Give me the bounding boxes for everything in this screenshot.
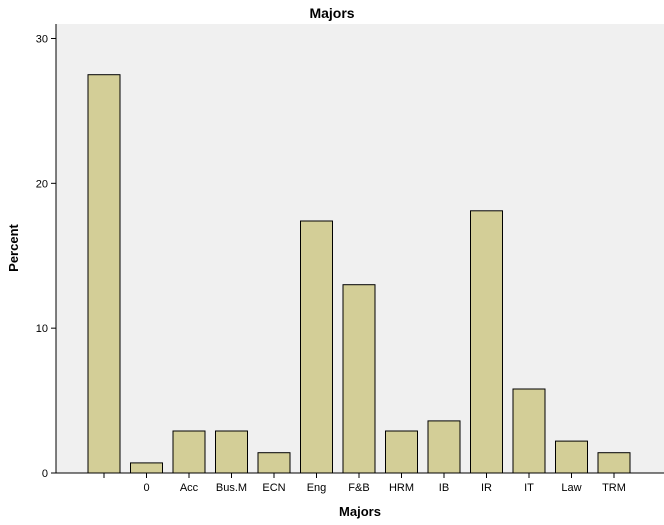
y-tick-label: 10 bbox=[36, 323, 48, 335]
bars-group bbox=[87, 74, 631, 474]
x-tick-label: Acc bbox=[180, 482, 199, 494]
x-tick-label: F&B bbox=[348, 482, 369, 494]
x-tick-label: Bus.M bbox=[216, 482, 247, 494]
bar-bus-m bbox=[215, 430, 248, 474]
bar-hrm bbox=[385, 430, 418, 474]
bar-blank bbox=[87, 74, 121, 474]
x-tick-label: IT bbox=[524, 482, 534, 494]
x-tick-label: IR bbox=[481, 482, 492, 494]
x-tick-label: ECN bbox=[262, 482, 285, 494]
bar-ib bbox=[427, 420, 461, 474]
bar-ir bbox=[470, 210, 503, 474]
y-tick-label: 20 bbox=[36, 178, 48, 190]
y-tick-label: 30 bbox=[36, 33, 48, 45]
bar-it bbox=[512, 388, 546, 474]
x-tick-label: 0 bbox=[143, 482, 149, 494]
x-tick-label: Eng bbox=[307, 482, 327, 494]
bar-eng bbox=[300, 220, 333, 474]
x-tick-label: TRM bbox=[602, 482, 626, 494]
chart-title: Majors bbox=[309, 5, 354, 21]
x-tick-label: HRM bbox=[389, 482, 414, 494]
y-ticks-group: 0 10 20 30 bbox=[36, 33, 56, 480]
x-tick-label: Law bbox=[561, 482, 581, 494]
bar-law bbox=[555, 440, 588, 474]
x-ticks-group: 0 Acc Bus.M ECN Eng F&B HRM IB IR IT Law TRM bbox=[103, 473, 626, 494]
bar-trm bbox=[597, 452, 631, 474]
y-axis-title: Percent bbox=[6, 223, 21, 271]
bar-acc bbox=[172, 430, 206, 474]
x-tick-label: IB bbox=[439, 482, 449, 494]
bar-f-b bbox=[342, 284, 376, 474]
bar-ecn bbox=[257, 452, 291, 474]
bar-0 bbox=[130, 462, 163, 474]
x-axis-title: Majors bbox=[339, 504, 381, 519]
y-tick-label: 0 bbox=[42, 468, 48, 480]
